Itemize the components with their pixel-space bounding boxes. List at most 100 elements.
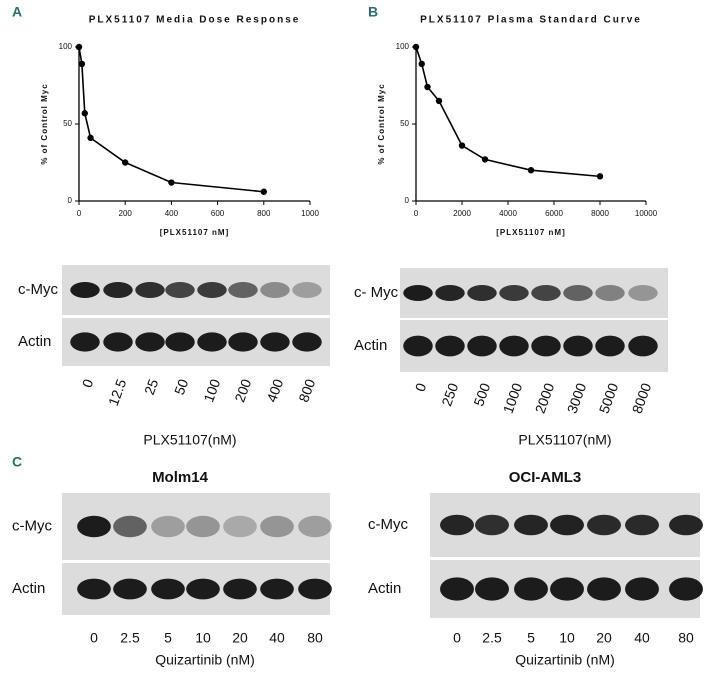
lane-label: 0 <box>412 381 430 394</box>
blot-band <box>514 577 548 601</box>
lane-label: 5 <box>164 630 172 646</box>
blot-row-label: Actin <box>12 580 45 597</box>
blot-band <box>292 332 322 352</box>
lane-label: 100 <box>200 377 223 405</box>
blot-band <box>531 335 561 357</box>
blot-band <box>475 514 509 536</box>
blot-band <box>135 282 165 298</box>
blot-band <box>260 515 294 538</box>
blot-row-label: c- Myc <box>354 284 399 301</box>
x-tick-label: 8000 <box>591 209 609 218</box>
y-tick-label: 100 <box>59 42 73 51</box>
blot-band <box>135 332 165 352</box>
blot-band <box>595 335 625 357</box>
data-point <box>78 60 86 68</box>
blot-x-label: PLX51107(nM) <box>518 432 611 448</box>
blot-band <box>440 577 474 601</box>
lane-label: 2000 <box>532 381 558 416</box>
data-point <box>458 142 466 149</box>
panel-label: B <box>368 4 378 20</box>
blot-band <box>550 577 584 601</box>
blot-band <box>103 282 133 298</box>
lane-label: 1000 <box>500 381 526 416</box>
x-axis-label: [PLX51107 nM] <box>496 228 565 237</box>
blot-band <box>625 514 659 536</box>
data-point <box>168 179 175 186</box>
blot-band <box>435 285 465 301</box>
x-tick-label: 4000 <box>499 209 517 218</box>
lane-label: 0 <box>453 630 461 646</box>
blot-band <box>514 514 548 536</box>
blot-title: Molm14 <box>152 469 209 486</box>
x-tick-label: 200 <box>119 209 133 218</box>
blot-band <box>103 332 133 352</box>
blot-band <box>467 335 497 357</box>
blot-band <box>440 514 474 536</box>
lane-label: 200 <box>231 377 254 405</box>
y-tick-label: 0 <box>405 196 410 205</box>
data-point <box>260 188 267 195</box>
data-point <box>81 110 88 117</box>
lane-label: 800 <box>295 377 318 405</box>
blot-band <box>228 282 258 298</box>
lane-label: 80 <box>678 630 694 646</box>
blot-band <box>70 332 100 352</box>
data-point <box>435 97 443 105</box>
blot-band <box>499 285 529 301</box>
data-point <box>75 43 83 51</box>
y-tick-label: 0 <box>68 196 73 205</box>
blot-strip <box>62 318 330 366</box>
blot-band <box>165 332 195 352</box>
blot-row-label: Actin <box>368 580 401 597</box>
lane-label: 3000 <box>564 381 590 416</box>
blot-x-label: PLX51107(nM) <box>143 432 236 448</box>
blot-band <box>628 335 658 357</box>
blot-band <box>435 335 465 357</box>
lane-label: 0 <box>90 630 98 646</box>
lane-label: 400 <box>263 377 286 405</box>
data-point <box>87 134 94 142</box>
y-tick-label: 50 <box>63 119 72 128</box>
blot-band <box>228 332 258 352</box>
lane-label: 5000 <box>596 381 622 416</box>
lane-label: 8000 <box>629 381 655 416</box>
blot-band <box>151 578 185 600</box>
lane-label: 500 <box>470 381 493 409</box>
data-point <box>418 60 425 68</box>
blot-band <box>260 282 290 298</box>
blot-band <box>113 515 147 538</box>
blot-band <box>531 285 561 301</box>
blot-band <box>563 285 593 301</box>
blot-band <box>298 578 332 600</box>
blot-band <box>70 282 100 298</box>
data-line <box>415 46 601 178</box>
lane-label: 40 <box>634 630 650 646</box>
data-point <box>481 156 489 163</box>
blot-band <box>475 577 509 601</box>
blot-band <box>595 285 625 301</box>
data-point <box>412 43 420 51</box>
blot-band <box>223 515 257 538</box>
blot-band <box>625 577 659 601</box>
panel-label: A <box>12 4 22 20</box>
data-point <box>122 159 129 166</box>
x-tick-label: 0 <box>77 209 82 218</box>
chart-title: PLX51107 Plasma Standard Curve <box>420 15 642 26</box>
blot-x-label: Quizartinib (nM) <box>515 652 615 668</box>
blot-band <box>260 578 294 600</box>
lane-label: 0 <box>79 377 97 390</box>
lane-label: 40 <box>269 630 285 646</box>
blot-band <box>197 282 227 298</box>
blot-band <box>550 514 584 536</box>
x-tick-label: 1000 <box>301 209 319 218</box>
blot-band <box>186 578 220 600</box>
blot-band <box>669 514 703 536</box>
y-axis-label: % of Control Myc <box>40 83 49 164</box>
blot-band <box>292 282 322 298</box>
blot-band <box>563 335 593 357</box>
lane-label: 20 <box>596 630 612 646</box>
x-tick-label: 6000 <box>545 209 563 218</box>
x-tick-label: 10000 <box>635 209 658 218</box>
panel-label: C <box>12 454 22 470</box>
blot-strip <box>62 265 330 315</box>
